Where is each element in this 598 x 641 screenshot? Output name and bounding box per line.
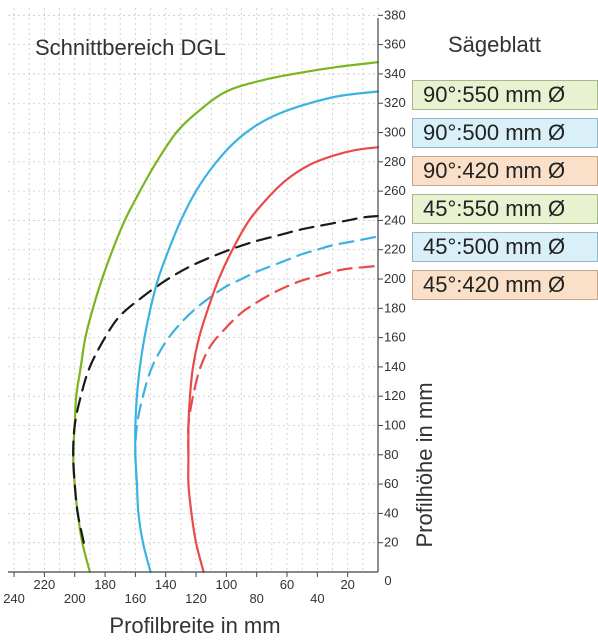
- x-tick-label: 100: [216, 577, 238, 592]
- y-tick-label: 140: [384, 359, 406, 374]
- y-tick-label: 280: [384, 154, 406, 169]
- x-tick-label-zero: 0: [384, 573, 391, 588]
- y-tick-label: 160: [384, 330, 406, 345]
- legend-item: 90°:550 mm Ø: [412, 80, 598, 110]
- y-tick-label: 320: [384, 95, 406, 110]
- y-tick-label: 60: [384, 476, 398, 491]
- x-tick-label: 40: [310, 591, 324, 606]
- x-tick-label: 140: [155, 577, 177, 592]
- series-line-5: [187, 146, 380, 574]
- x-tick-label: 60: [280, 577, 294, 592]
- series-line-2: [72, 214, 380, 544]
- chart-axes: 2040608010012014016018020022024026028030…: [3, 7, 405, 606]
- x-tick-label: 160: [125, 591, 147, 606]
- x-tick-label: 200: [64, 591, 86, 606]
- legend-item: 45°:420 mm Ø: [412, 270, 598, 300]
- series-line-4: [134, 235, 380, 486]
- y-tick-label: 200: [384, 271, 406, 286]
- y-tick-label: 40: [384, 505, 398, 520]
- x-tick-label: 180: [94, 577, 116, 592]
- x-tick-label: 220: [34, 577, 56, 592]
- y-tick-label: 220: [384, 242, 406, 257]
- y-axis-title: Profilhöhe in mm: [412, 382, 437, 547]
- x-tick-label: 80: [249, 591, 263, 606]
- legend-item: 45°:500 mm Ø: [412, 232, 598, 262]
- y-tick-label: 340: [384, 66, 406, 81]
- x-tick-label: 240: [3, 591, 25, 606]
- y-tick-label: 260: [384, 183, 406, 198]
- legend-item: 45°:550 mm Ø: [412, 194, 598, 224]
- y-tick-label: 240: [384, 212, 406, 227]
- chart-title: Schnittbereich DGL: [35, 35, 226, 60]
- y-tick-label: 100: [384, 418, 406, 433]
- chart-grid: [8, 8, 379, 572]
- y-tick-label: 120: [384, 388, 406, 403]
- x-axis-title: Profilbreite in mm: [109, 613, 280, 638]
- y-tick-label: 380: [384, 7, 406, 22]
- y-tick-label: 180: [384, 300, 406, 315]
- y-tick-label: 300: [384, 125, 406, 140]
- legend-title: Sägeblatt: [448, 32, 541, 57]
- chart-series-layer: [72, 61, 380, 574]
- legend-item: 90°:420 mm Ø: [412, 156, 598, 186]
- x-tick-label: 120: [185, 591, 207, 606]
- x-tick-label: 20: [340, 577, 354, 592]
- y-tick-label: 360: [384, 37, 406, 52]
- legend-item: 90°:500 mm Ø: [412, 118, 598, 148]
- y-tick-label: 20: [384, 535, 398, 550]
- series-line-6: [187, 264, 380, 456]
- y-tick-label: 80: [384, 447, 398, 462]
